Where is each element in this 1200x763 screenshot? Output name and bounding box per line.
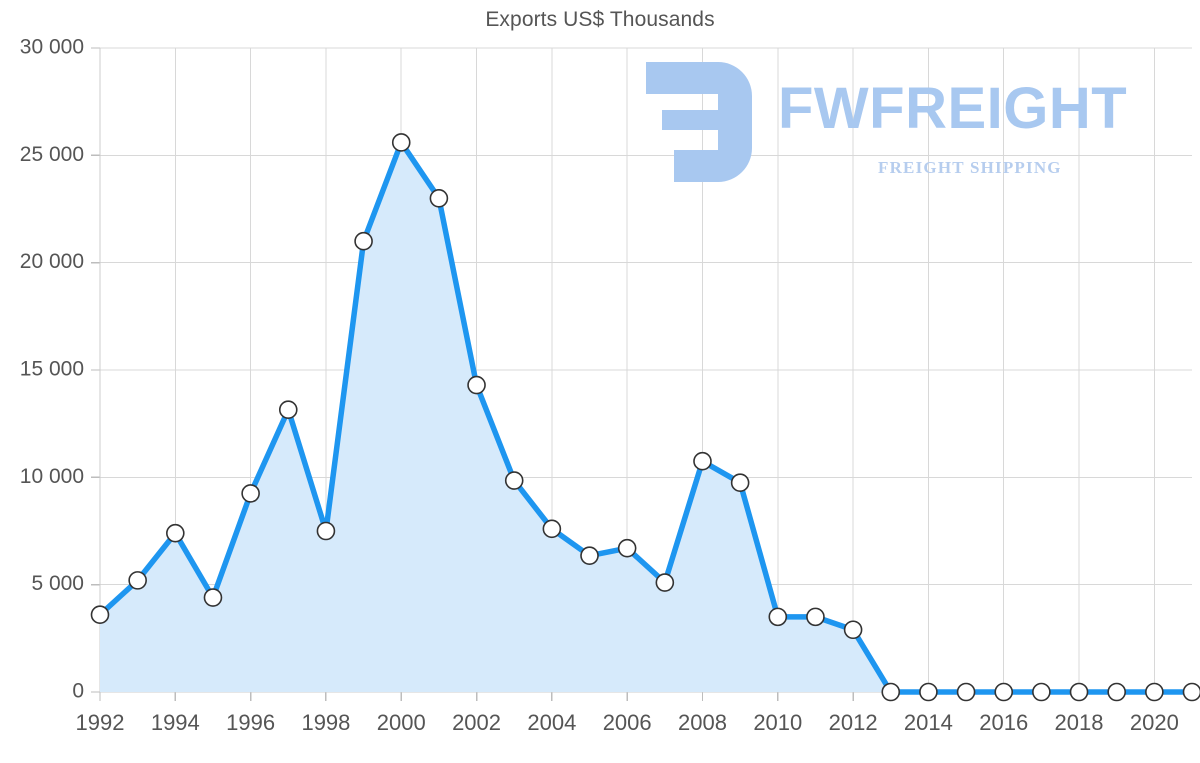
data-point-marker[interactable] (617, 538, 637, 558)
x-axis-tick-label: 1994 (151, 710, 200, 735)
data-point-marker[interactable] (580, 546, 599, 565)
x-axis-tick-label: 1992 (76, 710, 125, 735)
data-point-marker[interactable] (994, 682, 1014, 702)
x-axis-labels: 1992 1994 1996 1998 2000 2002 2004 2006 2008 2010… (76, 710, 1179, 735)
data-point-marker[interactable] (90, 605, 110, 625)
data-point-marker[interactable] (316, 521, 336, 541)
x-axis-tick-label: 2006 (603, 710, 652, 735)
data-point-marker[interactable] (278, 400, 298, 420)
data-point-marker[interactable] (881, 682, 901, 702)
x-axis-tick-label: 2004 (527, 710, 576, 735)
x-axis-tick-label: 2020 (1130, 710, 1179, 735)
data-point-marker[interactable] (768, 607, 788, 627)
y-axis-tick-label: 0 (72, 680, 84, 703)
y-axis-tick-label: 20 000 (20, 250, 84, 273)
data-point-marker[interactable] (241, 484, 260, 503)
x-axis-tick-label: 2018 (1055, 710, 1104, 735)
y-axis-tick-label: 15 000 (20, 358, 84, 381)
data-point-marker[interactable] (1145, 682, 1164, 702)
x-axis-tick-label: 2014 (904, 710, 953, 735)
data-point-marker[interactable] (806, 607, 825, 627)
data-point-marker[interactable] (203, 588, 223, 607)
x-axis-tick-label: 2012 (829, 710, 878, 735)
data-point-marker[interactable] (1182, 682, 1200, 702)
chart-title: Exports US$ Thousands (485, 8, 715, 31)
x-axis-tick-label: 2000 (377, 710, 426, 735)
data-point-marker[interactable] (429, 188, 449, 208)
data-point-marker[interactable] (128, 571, 147, 590)
x-axis-tick-label: 1996 (226, 710, 275, 735)
x-axis-tick-label: 2002 (452, 710, 501, 735)
data-point-marker[interactable] (1107, 682, 1126, 702)
data-point-marker[interactable] (391, 133, 411, 152)
y-axis-tick-label: 10 000 (20, 465, 84, 488)
data-point-marker[interactable] (956, 682, 976, 702)
x-axis-tick-label: 2016 (979, 710, 1028, 735)
x-axis-tick-label: 2008 (678, 710, 727, 735)
data-point-marker[interactable] (1032, 682, 1051, 702)
data-point-marker[interactable] (655, 573, 675, 592)
y-axis-tick-label: 5 000 (31, 572, 84, 595)
data-point-marker[interactable] (919, 682, 938, 702)
data-markers (90, 133, 1200, 702)
data-point-marker[interactable] (166, 523, 185, 543)
data-point-marker[interactable] (843, 620, 863, 640)
y-axis-labels: 0 5 000 10 000 15 000 20 000 25 000 30 000 (20, 36, 84, 703)
data-point-marker[interactable] (504, 471, 524, 490)
y-axis-tick-label: 30 000 (20, 36, 84, 59)
y-axis-tick-label: 25 000 (20, 143, 84, 166)
area-fill (100, 142, 1192, 692)
data-point-marker[interactable] (467, 375, 486, 395)
x-axis-tick-label: 2010 (753, 710, 802, 735)
data-point-marker[interactable] (693, 451, 712, 471)
data-point-marker[interactable] (1069, 682, 1089, 702)
x-axis-tick-label: 1998 (301, 710, 350, 735)
data-point-marker[interactable] (354, 231, 373, 251)
data-point-marker[interactable] (730, 473, 750, 493)
data-point-marker[interactable] (542, 519, 562, 539)
